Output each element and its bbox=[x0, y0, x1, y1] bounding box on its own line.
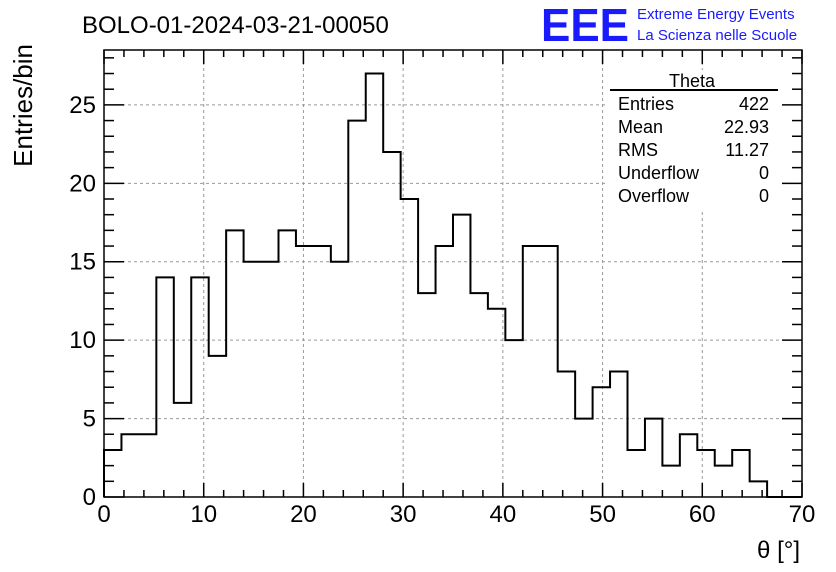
x-tick-label: 30 bbox=[390, 501, 417, 528]
y-tick-label: 10 bbox=[69, 327, 96, 354]
stats-label: Mean bbox=[618, 117, 663, 137]
histogram-line bbox=[103, 72, 802, 498]
y-axis-label: Entries/bin bbox=[8, 44, 38, 167]
logo-mark: EEE bbox=[541, 0, 629, 51]
eee-logo: EEE Extreme Energy Events La Scienza nel… bbox=[541, 0, 797, 51]
x-tick-label: 50 bbox=[589, 501, 616, 528]
logo-line2: La Scienza nelle Scuole bbox=[637, 27, 797, 44]
x-tick-label: 20 bbox=[290, 501, 317, 528]
x-tick-label: 60 bbox=[689, 501, 716, 528]
stats-label: Entries bbox=[618, 94, 674, 114]
x-tick-label: 40 bbox=[490, 501, 517, 528]
y-tick-label: 5 bbox=[83, 406, 96, 433]
logo-line1: Extreme Energy Events bbox=[637, 6, 795, 23]
stats-box: Theta Entries 422 Mean 22.93 RMS 11.27 Underfl… bbox=[608, 70, 780, 210]
plot-frame bbox=[103, 49, 803, 498]
stats-box-background bbox=[608, 70, 780, 210]
x-tick-labels: 0 10 20 30 40 50 60 70 bbox=[97, 501, 815, 528]
stats-title: Theta bbox=[669, 71, 716, 91]
axis-ticks bbox=[103, 50, 803, 498]
y-tick-label: 25 bbox=[69, 92, 96, 119]
stats-rows: Entries 422 Mean 22.93 RMS 11.27 Underflow 0 Ove… bbox=[618, 94, 769, 206]
y-tick-label: 20 bbox=[69, 170, 96, 197]
y-tick-labels: 0 5 10 15 20 25 bbox=[69, 92, 96, 511]
y-tick-label: 15 bbox=[69, 249, 96, 276]
stats-value: 0 bbox=[759, 163, 769, 183]
x-axis-label: θ [°] bbox=[757, 537, 800, 564]
stats-value: 22.93 bbox=[724, 117, 769, 137]
stats-label: Overflow bbox=[618, 186, 690, 206]
x-tick-label: 70 bbox=[789, 501, 816, 528]
x-tick-label: 10 bbox=[190, 501, 217, 528]
stats-value: 0 bbox=[759, 186, 769, 206]
stats-label: Underflow bbox=[618, 163, 700, 183]
stats-value: 11.27 bbox=[725, 140, 769, 160]
chart-title: BOLO-01-2024-03-21-00050 bbox=[82, 12, 389, 39]
stats-value: 422 bbox=[739, 94, 769, 114]
x-tick-label: 0 bbox=[97, 501, 110, 528]
y-tick-label: 0 bbox=[83, 484, 96, 511]
stats-label: RMS bbox=[618, 140, 658, 160]
